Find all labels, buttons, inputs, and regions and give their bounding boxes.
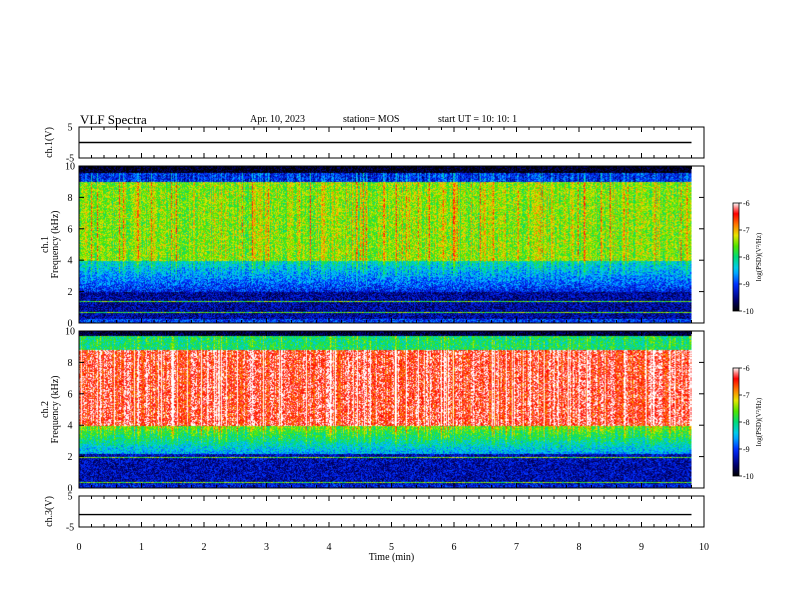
channel-3-waveform-xtick-label: 0 <box>77 542 82 553</box>
channel-1-spectrogram-ytick-label: 2 <box>68 287 73 298</box>
channel-1-waveform-ytick-label: -5 <box>66 154 74 165</box>
channel-3-waveform-ytick-label: 5 <box>68 492 73 503</box>
channel-1-spectrogram-colorbar-tick-label: -8 <box>743 253 750 262</box>
channel-2-spectrogram-ytick-label: 0 <box>68 484 73 495</box>
channel-1-spectrogram-colorbar-bar <box>732 202 740 312</box>
channel-2-spectrogram-ytick-label: 2 <box>68 452 73 463</box>
channel-3-waveform-xlabel: Time (min) <box>369 552 414 563</box>
channel-3-waveform-xtick-label: 9 <box>639 542 644 553</box>
channel-2-spectrogram-ytick-label: 6 <box>68 389 73 400</box>
channel-3-waveform-xtick-label: 2 <box>202 542 207 553</box>
channel-3-waveform-xtick-label: 7 <box>514 542 519 553</box>
channel-3-waveform-ytick-label: -5 <box>66 523 74 534</box>
channel-1-spectrogram-image <box>79 166 692 323</box>
start-time-label: start UT = 10: 10: 1 <box>438 114 518 125</box>
channel-3-waveform-xtick-label: 10 <box>699 542 709 553</box>
channel-3-waveform-xtick-label: 1 <box>139 542 144 553</box>
channel-3-waveform-xtick-label: 6 <box>452 542 457 553</box>
channel-1-spectrogram-colorbar-tick-label: -9 <box>743 280 750 289</box>
channel-2-spectrogram-ylabel: ch.2 <box>40 401 51 418</box>
channel-1-spectrogram-colorbar-label: log(PSD)(V²/Hz) <box>755 232 763 281</box>
channel-2-spectrogram-ytick-label: 4 <box>68 421 73 432</box>
channel-1-spectrogram-ytick-label: 0 <box>68 319 73 330</box>
channel-2-spectrogram-colorbar-label: log(PSD)(V²/Hz) <box>755 397 763 446</box>
channel-1-spectrogram-ylabel: Frequency (kHz) <box>50 210 61 278</box>
channel-3-waveform-xtick-label: 3 <box>264 542 269 553</box>
channel-1-spectrogram-colorbar-tick-label: -7 <box>743 226 750 235</box>
channel-2-spectrogram-colorbar-tick-label: -6 <box>743 364 750 373</box>
channel-2-spectrogram-ytick-label: 10 <box>65 327 75 338</box>
channel-3-waveform-ylabel: ch.3(V) <box>44 496 55 527</box>
channel-2-spectrogram-ylabel: Frequency (kHz) <box>50 375 61 443</box>
channel-3-waveform-xtick-label: 5 <box>389 542 394 553</box>
channel-3-waveform-xtick-label: 8 <box>577 542 582 553</box>
channel-1-spectrogram-ylabel: ch.1 <box>40 236 51 253</box>
channel-2-spectrogram-colorbar-tick-label: -10 <box>743 472 754 481</box>
channel-1-spectrogram-ytick-label: 6 <box>68 224 73 235</box>
channel-1-spectrogram-ytick-label: 8 <box>68 193 73 204</box>
channel-3-waveform-xtick-label: 4 <box>327 542 332 553</box>
channel-2-spectrogram-colorbar-tick-label: -8 <box>743 418 750 427</box>
channel-2-spectrogram-colorbar-tick-label: -9 <box>743 445 750 454</box>
channel-2-spectrogram-colorbar-tick-label: -7 <box>743 391 750 400</box>
recording-date: Apr. 10, 2023 <box>250 114 305 125</box>
channel-1-spectrogram-colorbar-tick-label: -6 <box>743 199 750 208</box>
channel-1-waveform-ytick-label: 5 <box>68 123 73 134</box>
channel-2-spectrogram-image <box>79 331 692 488</box>
station-label: station= MOS <box>343 114 400 125</box>
channel-1-spectrogram-colorbar-tick-label: -10 <box>743 307 754 316</box>
channel-1-spectrogram-ytick-label: 10 <box>65 162 75 173</box>
channel-2-spectrogram-ytick-label: 8 <box>68 358 73 369</box>
channel-1-waveform-ylabel: ch.1(V) <box>44 127 55 158</box>
channel-1-spectrogram-ytick-label: 4 <box>68 256 73 267</box>
channel-2-spectrogram-colorbar-bar <box>732 367 740 477</box>
chart-title: VLF Spectra <box>80 112 147 127</box>
